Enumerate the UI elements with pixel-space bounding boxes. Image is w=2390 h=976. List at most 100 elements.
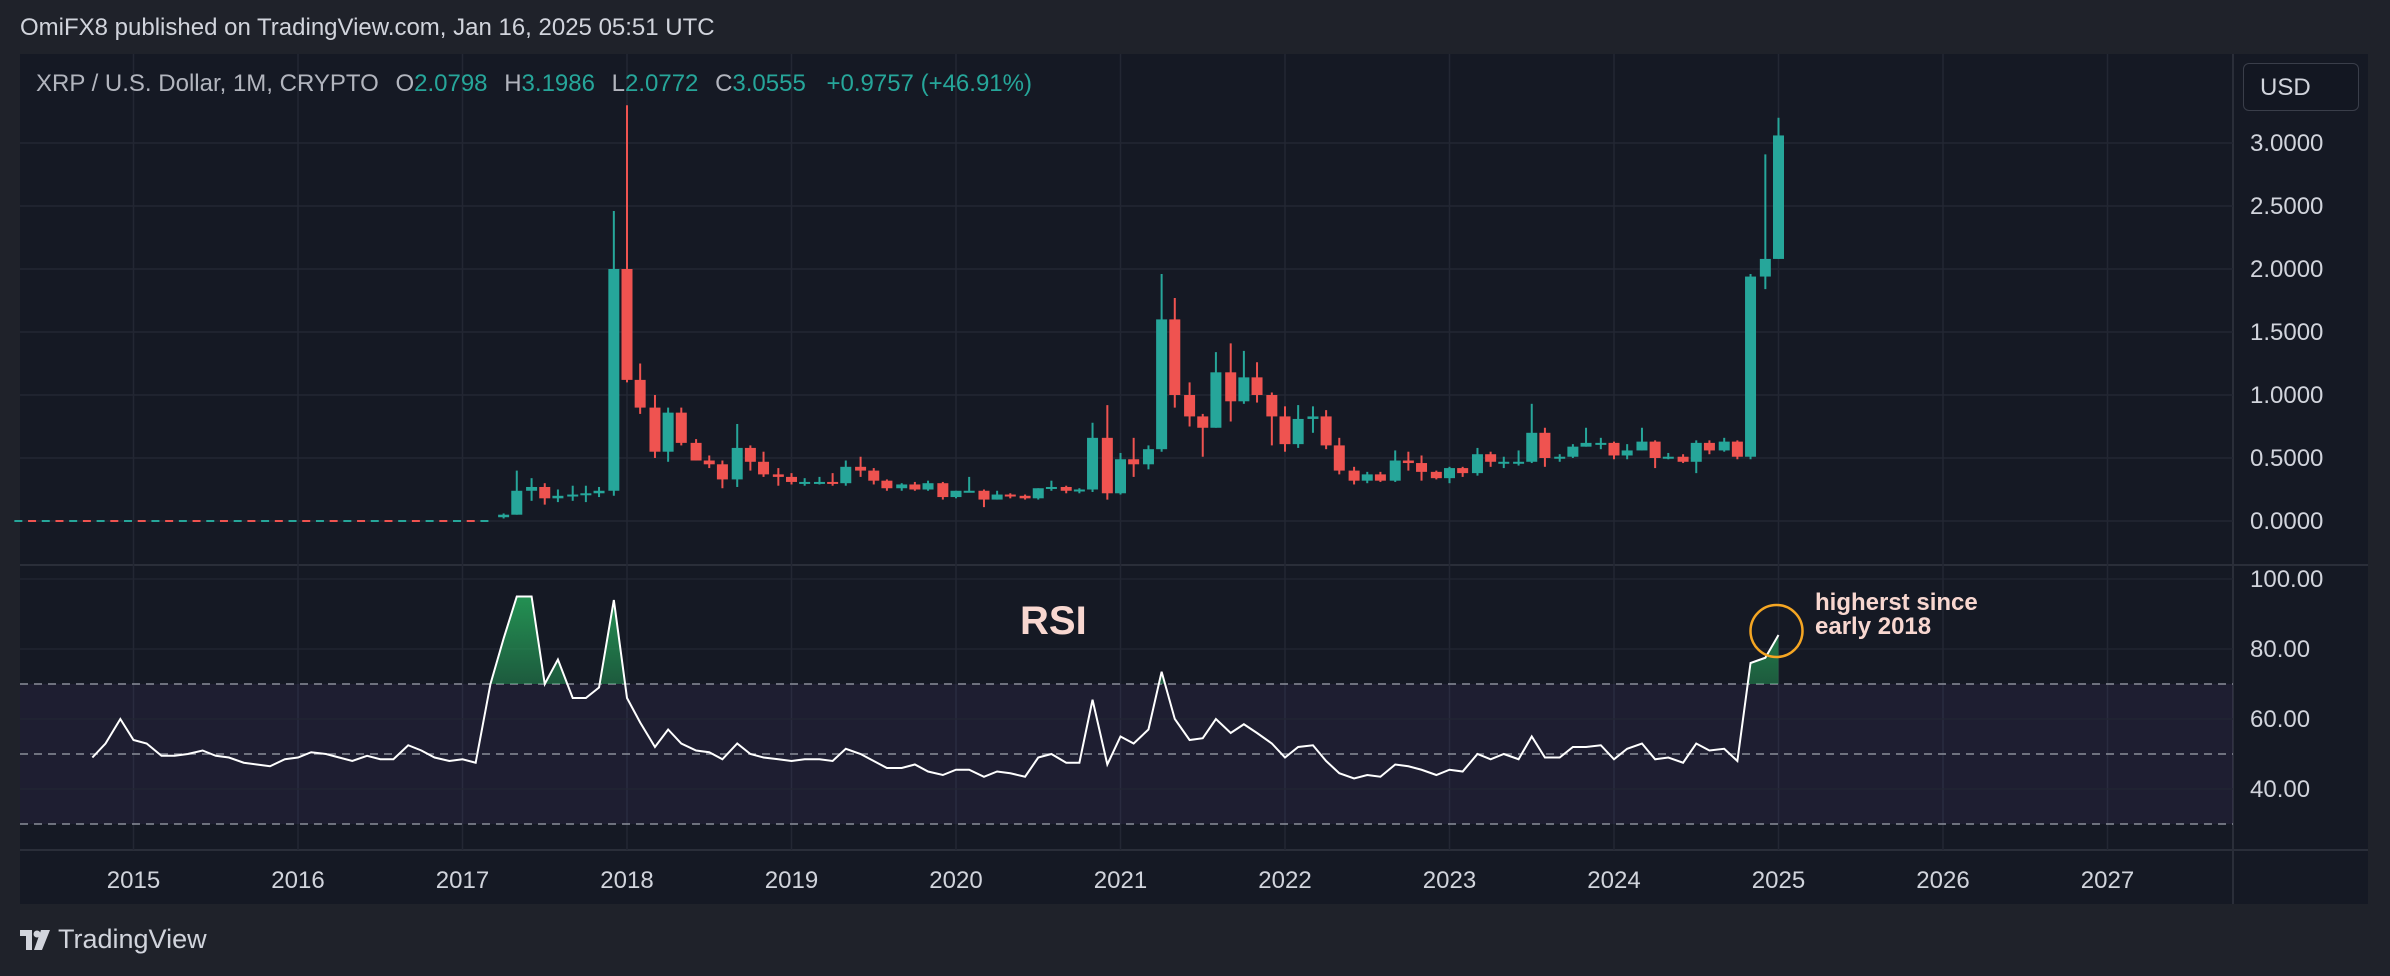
candle-body: [909, 484, 921, 490]
candle-body: [1595, 442, 1607, 445]
low-value: 2.0772: [624, 70, 699, 97]
candle-body: [1580, 442, 1592, 447]
close-label: C: [715, 70, 733, 97]
rsi-y-tick-label: 60.00: [2250, 706, 2310, 733]
x-tick-label: 2026: [1916, 867, 1969, 894]
price-y-tick-label: 0.0000: [2250, 508, 2323, 535]
candle-body: [1513, 461, 1525, 464]
published-caption: OmiFX8 published on TradingView.com, Jan…: [20, 14, 715, 41]
candle-body: [799, 481, 811, 484]
candle-body: [827, 481, 839, 484]
candle-body: [1156, 319, 1168, 450]
candle-body: [1677, 456, 1689, 462]
rsi-y-tick-label: 40.00: [2250, 776, 2310, 803]
candle-body: [567, 494, 579, 497]
candle-body: [1266, 395, 1278, 417]
annotation-text-line2: early 2018: [1815, 613, 1931, 640]
candle-body: [1718, 441, 1730, 451]
tradingview-logo[interactable]: TradingView: [20, 924, 207, 955]
low-label: L: [611, 70, 625, 97]
open-value: 2.0798: [414, 70, 488, 97]
candle-body: [690, 442, 702, 461]
candle-body: [896, 484, 908, 489]
x-tick-label: 2018: [600, 867, 653, 894]
candle-body: [1320, 416, 1332, 446]
rsi-line: [91, 595, 1780, 780]
candle-body: [511, 490, 523, 515]
currency-button[interactable]: USD: [2243, 63, 2359, 111]
candle-body: [1060, 486, 1072, 491]
high-label: H: [504, 70, 522, 97]
candle-body: [539, 486, 551, 499]
candle-body: [1115, 459, 1126, 494]
candle-body: [1279, 416, 1291, 445]
candle-body: [881, 480, 893, 489]
candle-body: [786, 476, 797, 482]
candle-body: [1184, 395, 1196, 417]
candle-body: [662, 412, 674, 452]
price-y-tick-label: 2.5000: [2250, 193, 2323, 220]
candle-body: [1087, 437, 1099, 490]
candle-body: [716, 464, 728, 480]
candle-body: [1238, 377, 1250, 402]
candle-body: [1197, 416, 1209, 428]
candle-body: [1526, 432, 1538, 462]
x-tick-label: 2020: [929, 867, 982, 894]
candle-body: [813, 481, 825, 484]
price-y-tick-label: 1.5000: [2250, 319, 2323, 346]
candle-body: [1430, 471, 1442, 479]
candle-body: [1457, 468, 1469, 474]
rsi-y-tick-label: 80.00: [2250, 636, 2310, 663]
candle-body: [855, 466, 867, 471]
candle-body: [1621, 450, 1633, 456]
candle-body: [1251, 377, 1263, 395]
open-label: O: [395, 70, 415, 97]
candle-body: [1773, 135, 1784, 259]
candle-body: [1045, 486, 1057, 489]
candle-body: [1662, 456, 1674, 459]
ohlc-legend: XRP / U.S. Dollar, 1M, CRYPTO O2.0798 H 3…: [36, 70, 1032, 98]
candle-body: [978, 490, 990, 500]
price-y-tick-label: 2.0000: [2250, 256, 2323, 283]
annotation-text-line1: higherst since: [1815, 589, 1978, 616]
candle-body: [703, 460, 715, 465]
candle-body: [1485, 454, 1497, 462]
candle-body: [1636, 441, 1648, 451]
candle-body: [552, 495, 564, 499]
candle-body: [1649, 441, 1661, 458]
candle-body: [1554, 456, 1566, 459]
candle-body: [593, 490, 605, 494]
annotation-circle: [1749, 603, 1804, 659]
candle-body: [1073, 489, 1085, 492]
candle-body: [1498, 461, 1510, 464]
x-tick-label: 2019: [765, 867, 818, 894]
candle-body: [1703, 442, 1715, 451]
candle-body: [1471, 454, 1483, 474]
candle-body: [1292, 418, 1304, 445]
x-tick-label: 2027: [2081, 867, 2134, 894]
candle-body: [608, 269, 620, 491]
x-tick-label: 2024: [1587, 867, 1640, 894]
symbol-title[interactable]: XRP / U.S. Dollar, 1M, CRYPTO: [36, 70, 379, 97]
candle-body: [991, 494, 1003, 500]
candle-body: [649, 407, 661, 452]
candle-body: [498, 514, 510, 518]
candle-body: [1142, 449, 1154, 465]
candle-body: [950, 490, 962, 498]
candle-body: [1169, 319, 1181, 395]
candle-body: [1348, 470, 1360, 481]
candle-body: [1539, 432, 1551, 458]
candle-body: [1307, 416, 1319, 419]
candle-body: [1004, 494, 1016, 497]
close-value: 3.0555: [732, 70, 806, 97]
candle-body: [1567, 446, 1579, 457]
candle-body: [731, 447, 743, 480]
candle-body: [1101, 437, 1113, 494]
x-tick-label: 2022: [1258, 867, 1311, 894]
candle-body: [840, 466, 852, 484]
candle-body: [1402, 460, 1414, 464]
candle-body: [868, 470, 880, 481]
x-tick-label: 2023: [1423, 867, 1476, 894]
candle-body: [1389, 460, 1401, 481]
